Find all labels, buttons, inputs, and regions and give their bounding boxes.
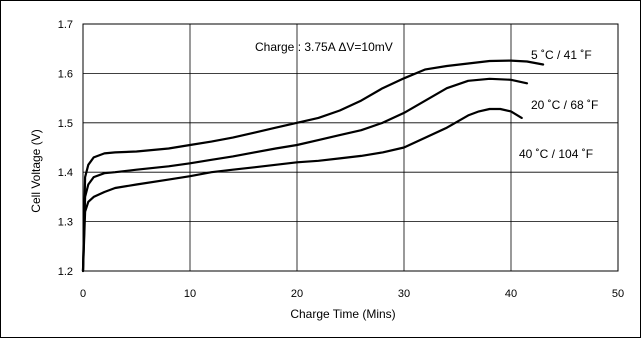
series-label-1: 5 ˚C / 41 ˚F — [531, 48, 592, 62]
y-axis-label: Cell Voltage (V) — [29, 129, 43, 212]
y-tick-label: 1.3 — [58, 217, 73, 229]
series-label-3: 40 ˚C / 104 ˚F — [519, 147, 593, 161]
x-tick-label: 10 — [184, 288, 196, 300]
charge-annotation: Charge : 3.75A ΔV=10mV — [255, 40, 393, 54]
x-tick-label: 50 — [612, 288, 624, 300]
series-line-1 — [81, 59, 545, 273]
y-tick-label: 1.7 — [58, 19, 73, 31]
grid-lines — [83, 24, 618, 271]
tick-labels: 1.2 1.3 1.4 1.5 1.6 1.7 0 10 20 30 40 50 — [58, 19, 624, 300]
x-tick-label: 30 — [398, 288, 410, 300]
x-tick-label: 20 — [291, 288, 303, 300]
x-tick-label: 0 — [80, 288, 86, 300]
series-line-2 — [81, 77, 529, 273]
y-tick-label: 1.5 — [58, 118, 73, 130]
x-axis-label: Charge Time (Mins) — [290, 307, 395, 321]
series-labels: 5 ˚C / 41 ˚F 20 ˚C / 68 ˚F 40 ˚C / 104 ˚F — [519, 48, 598, 161]
series-line-3 — [81, 107, 523, 273]
y-tick-label: 1.6 — [58, 68, 73, 80]
series-lines — [81, 59, 545, 273]
y-tick-label: 1.2 — [58, 266, 73, 278]
y-tick-label: 1.4 — [58, 167, 73, 179]
series-label-2: 20 ˚C / 68 ˚F — [531, 98, 598, 112]
x-tick-label: 40 — [505, 288, 517, 300]
